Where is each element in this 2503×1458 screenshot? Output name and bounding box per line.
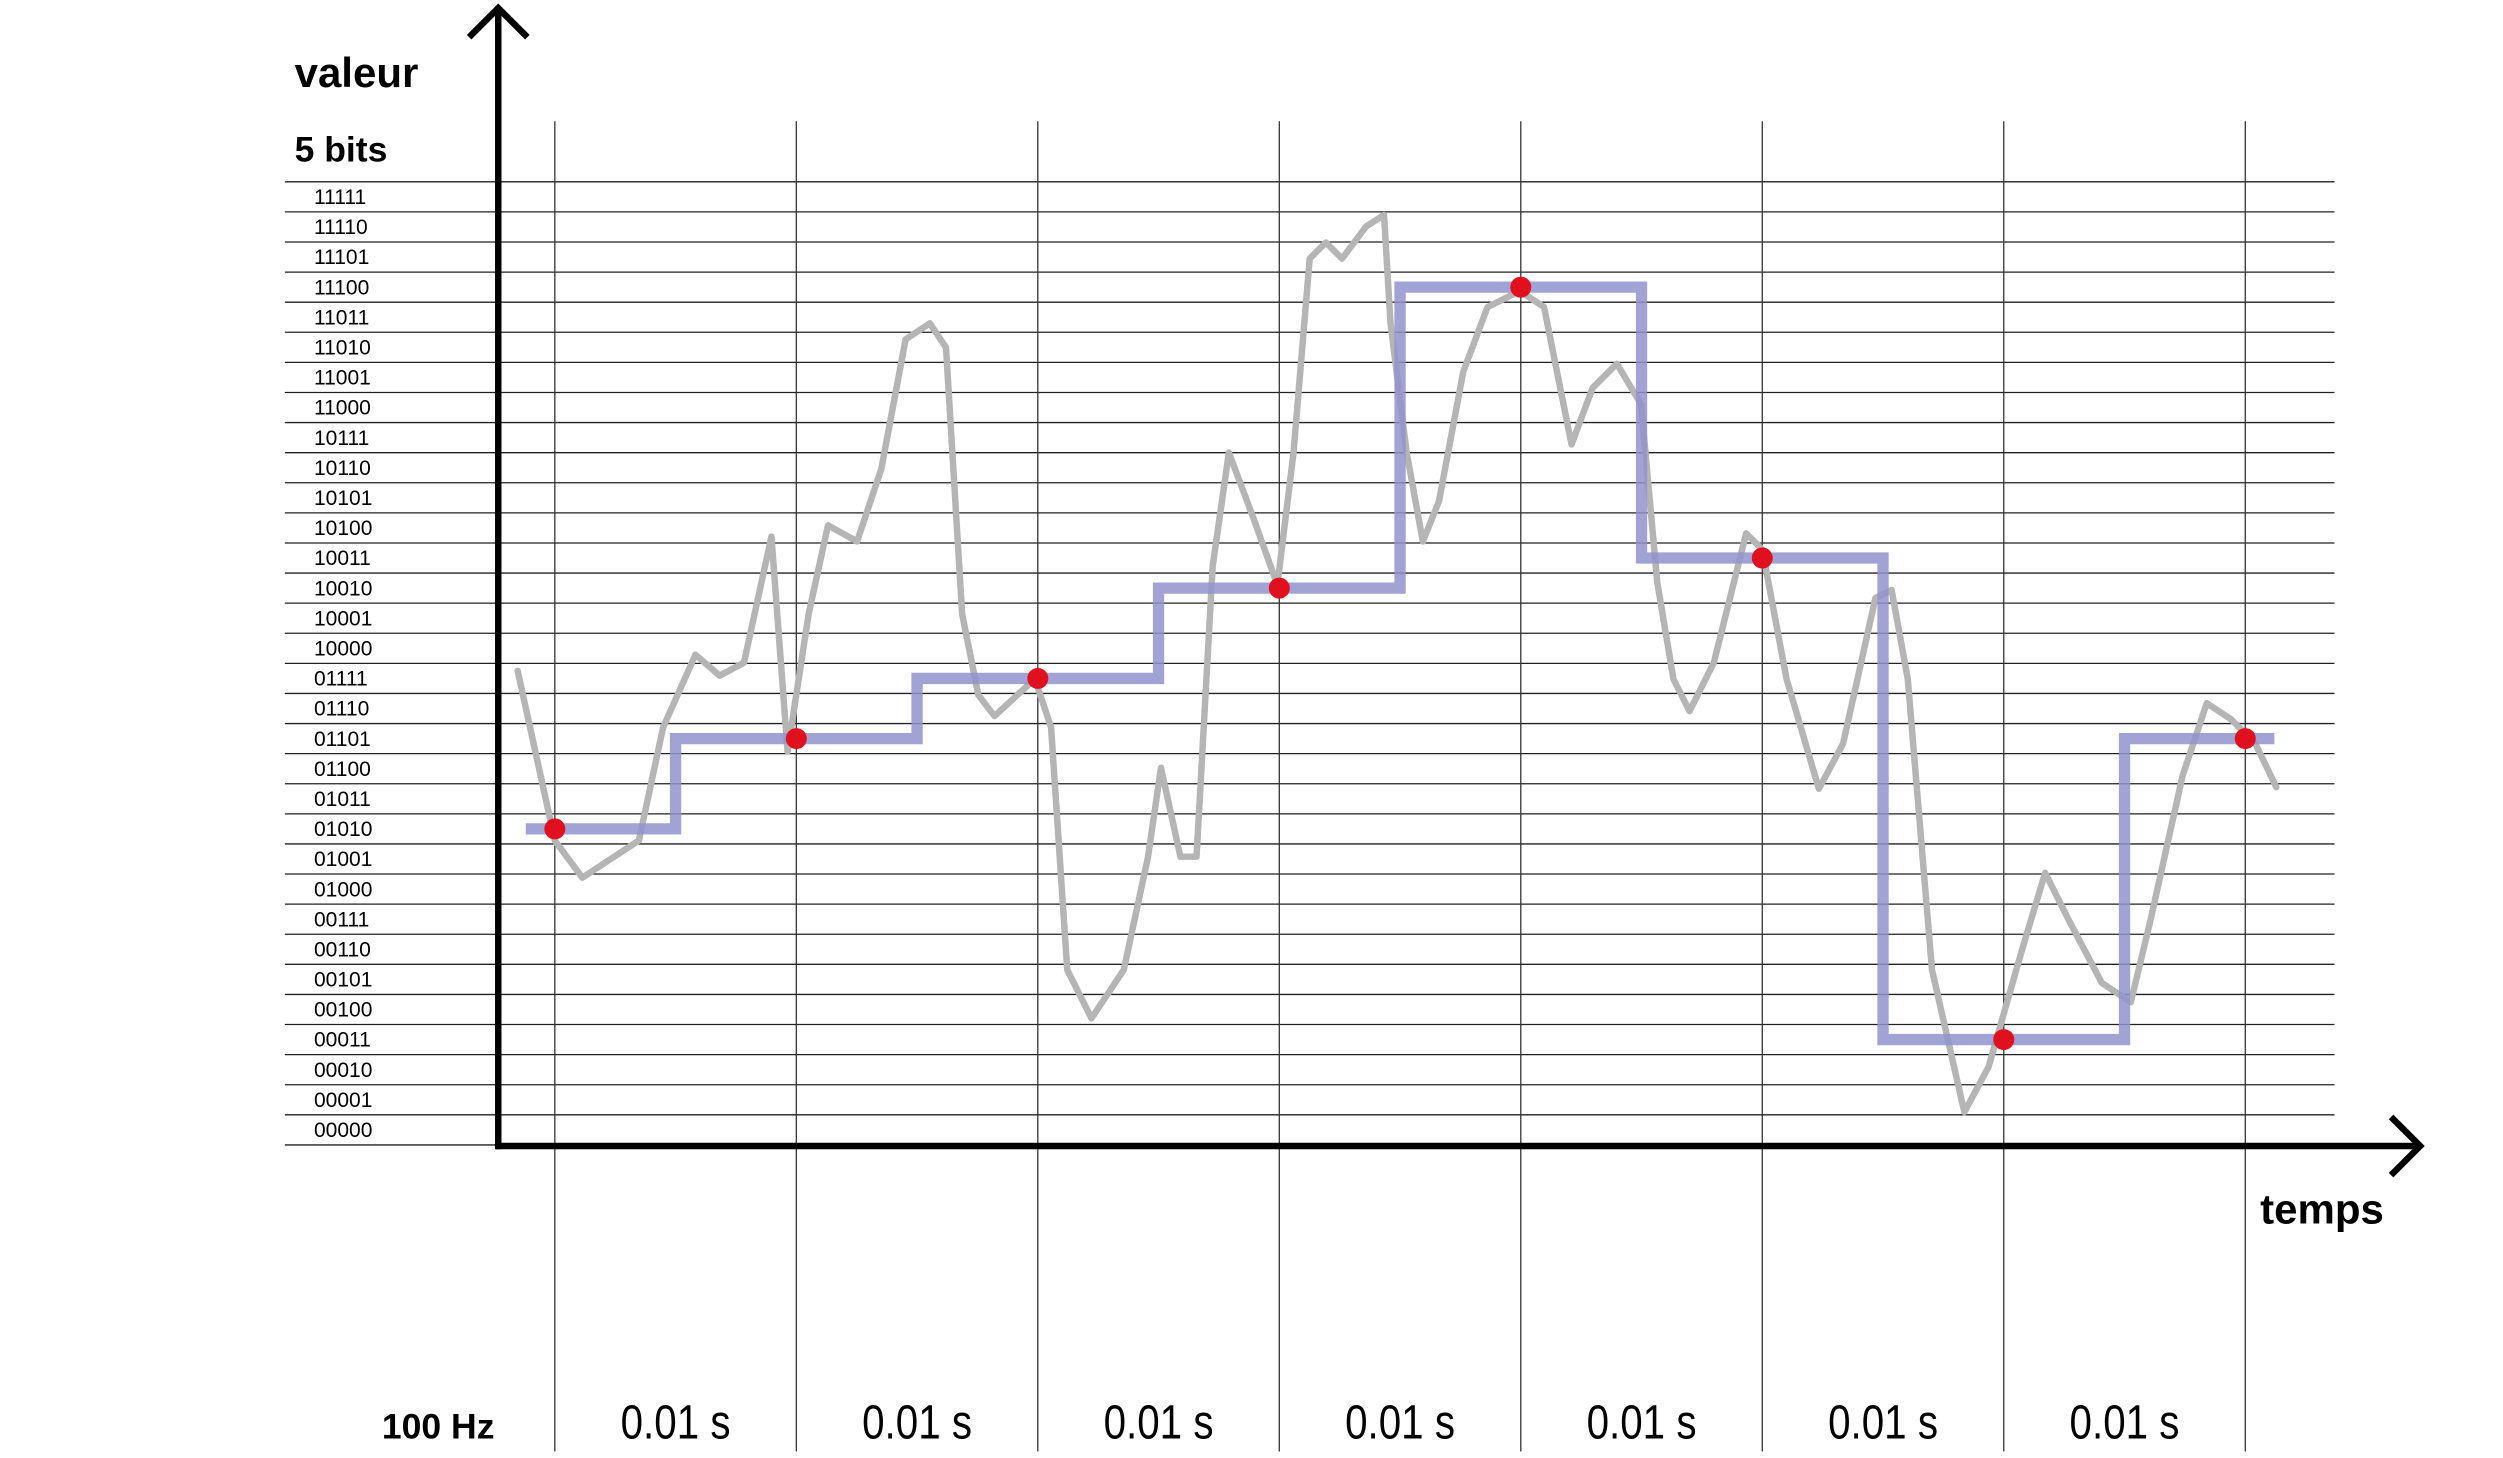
level-label: 11011 xyxy=(314,306,369,329)
interval-label: 0.01 s xyxy=(1104,1395,1214,1449)
level-label: 10001 xyxy=(314,607,372,630)
frequency-label: 100 Hz xyxy=(382,1406,495,1446)
level-label: 10000 xyxy=(314,637,372,660)
level-label: 10011 xyxy=(314,547,371,570)
level-label: 01111 xyxy=(314,668,368,691)
level-label: 11001 xyxy=(314,367,371,390)
level-label: 01100 xyxy=(314,758,371,781)
level-label: 00010 xyxy=(314,1059,372,1082)
level-label: 11000 xyxy=(314,397,371,420)
x-axis-label: temps xyxy=(2260,1185,2384,1232)
sample-point xyxy=(1510,276,1532,298)
level-label: 10010 xyxy=(314,577,372,600)
level-label: 11010 xyxy=(314,336,371,359)
level-label: 01000 xyxy=(314,878,372,901)
bits-label: 5 bits xyxy=(295,129,388,169)
sample-point xyxy=(785,728,807,750)
level-label: 10110 xyxy=(314,457,371,480)
level-label: 01010 xyxy=(314,818,372,841)
level-label: 00001 xyxy=(314,1089,372,1112)
level-label: 01110 xyxy=(314,698,369,721)
sample-point xyxy=(544,818,566,840)
interval-label: 0.01 s xyxy=(1587,1395,1697,1449)
interval-label: 0.01 s xyxy=(1828,1395,1938,1449)
level-label: 00000 xyxy=(314,1119,372,1142)
sample-point xyxy=(1027,667,1049,689)
level-label: 01011 xyxy=(314,788,371,811)
level-label: 00101 xyxy=(314,969,372,992)
interval-label: 0.01 s xyxy=(621,1395,731,1449)
level-label: 10100 xyxy=(314,517,372,540)
analog-signal xyxy=(514,211,2280,1116)
level-label: 11110 xyxy=(314,216,368,239)
x-arrow xyxy=(2388,1114,2425,1178)
interval-label: 0.01 s xyxy=(2070,1395,2180,1449)
level-label: 01101 xyxy=(314,728,371,751)
level-label: 00111 xyxy=(314,908,369,931)
level-label: 10111 xyxy=(314,427,369,450)
level-label: 11100 xyxy=(314,276,369,299)
sample-point xyxy=(2234,728,2256,750)
sample-point xyxy=(1268,577,1290,599)
sample-point xyxy=(1993,1029,2015,1051)
y-arrow xyxy=(466,3,530,40)
interval-label: 0.01 s xyxy=(1345,1395,1455,1449)
interval-label: 0.01 s xyxy=(862,1395,972,1449)
level-label: 01001 xyxy=(314,848,372,871)
sample-point xyxy=(1751,547,1773,569)
y-axis-label: valeur xyxy=(295,49,419,96)
level-label: 00100 xyxy=(314,999,372,1022)
level-label: 00110 xyxy=(314,938,371,961)
level-label: 10101 xyxy=(314,487,372,510)
level-label: 11101 xyxy=(314,246,369,269)
level-label: 00011 xyxy=(314,1029,371,1052)
level-label: 11111 xyxy=(314,186,366,209)
